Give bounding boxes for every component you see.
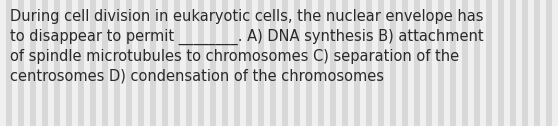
- Bar: [492, 0, 498, 126]
- Bar: [54, 0, 60, 126]
- Bar: [444, 0, 450, 126]
- Bar: [120, 0, 126, 126]
- Bar: [288, 0, 294, 126]
- Bar: [438, 0, 444, 126]
- Bar: [522, 0, 528, 126]
- Bar: [18, 0, 24, 126]
- Bar: [504, 0, 510, 126]
- Bar: [468, 0, 474, 126]
- Bar: [432, 0, 438, 126]
- Bar: [108, 0, 114, 126]
- Bar: [360, 0, 366, 126]
- Bar: [30, 0, 36, 126]
- Bar: [426, 0, 432, 126]
- Bar: [456, 0, 462, 126]
- Bar: [552, 0, 558, 126]
- Bar: [180, 0, 186, 126]
- Bar: [162, 0, 168, 126]
- Bar: [510, 0, 516, 126]
- Bar: [102, 0, 108, 126]
- Bar: [150, 0, 156, 126]
- Bar: [60, 0, 66, 126]
- Bar: [300, 0, 306, 126]
- Bar: [246, 0, 252, 126]
- Bar: [258, 0, 264, 126]
- Bar: [204, 0, 210, 126]
- Bar: [480, 0, 486, 126]
- Bar: [354, 0, 360, 126]
- Bar: [210, 0, 216, 126]
- Bar: [216, 0, 222, 126]
- Bar: [144, 0, 150, 126]
- Bar: [96, 0, 102, 126]
- Bar: [156, 0, 162, 126]
- Bar: [420, 0, 426, 126]
- Bar: [66, 0, 72, 126]
- Bar: [90, 0, 96, 126]
- Bar: [132, 0, 138, 126]
- Bar: [6, 0, 12, 126]
- Bar: [546, 0, 552, 126]
- Bar: [372, 0, 378, 126]
- Bar: [408, 0, 414, 126]
- Bar: [282, 0, 288, 126]
- Bar: [24, 0, 30, 126]
- Bar: [168, 0, 174, 126]
- Bar: [12, 0, 18, 126]
- Bar: [324, 0, 330, 126]
- Text: During cell division in eukaryotic cells, the nuclear envelope has
to disappear : During cell division in eukaryotic cells…: [10, 9, 484, 84]
- Bar: [486, 0, 492, 126]
- Bar: [228, 0, 234, 126]
- Bar: [138, 0, 144, 126]
- Bar: [306, 0, 312, 126]
- Bar: [534, 0, 540, 126]
- Bar: [390, 0, 396, 126]
- Bar: [498, 0, 504, 126]
- Bar: [336, 0, 342, 126]
- Bar: [528, 0, 534, 126]
- Bar: [234, 0, 240, 126]
- Bar: [198, 0, 204, 126]
- Bar: [270, 0, 276, 126]
- Bar: [48, 0, 54, 126]
- Bar: [42, 0, 48, 126]
- Bar: [78, 0, 84, 126]
- Bar: [348, 0, 354, 126]
- Bar: [264, 0, 270, 126]
- Bar: [222, 0, 228, 126]
- Bar: [312, 0, 318, 126]
- Bar: [366, 0, 372, 126]
- Bar: [384, 0, 390, 126]
- Bar: [378, 0, 384, 126]
- Bar: [252, 0, 258, 126]
- Bar: [414, 0, 420, 126]
- Bar: [450, 0, 456, 126]
- Bar: [114, 0, 120, 126]
- Bar: [330, 0, 336, 126]
- Bar: [0, 0, 6, 126]
- Bar: [402, 0, 408, 126]
- Bar: [396, 0, 402, 126]
- Bar: [516, 0, 522, 126]
- Bar: [126, 0, 132, 126]
- Bar: [342, 0, 348, 126]
- Bar: [84, 0, 90, 126]
- Bar: [540, 0, 546, 126]
- Bar: [462, 0, 468, 126]
- Bar: [36, 0, 42, 126]
- Bar: [186, 0, 192, 126]
- Bar: [294, 0, 300, 126]
- Bar: [318, 0, 324, 126]
- Bar: [474, 0, 480, 126]
- Bar: [240, 0, 246, 126]
- Bar: [72, 0, 78, 126]
- Bar: [192, 0, 198, 126]
- Bar: [276, 0, 282, 126]
- Bar: [174, 0, 180, 126]
